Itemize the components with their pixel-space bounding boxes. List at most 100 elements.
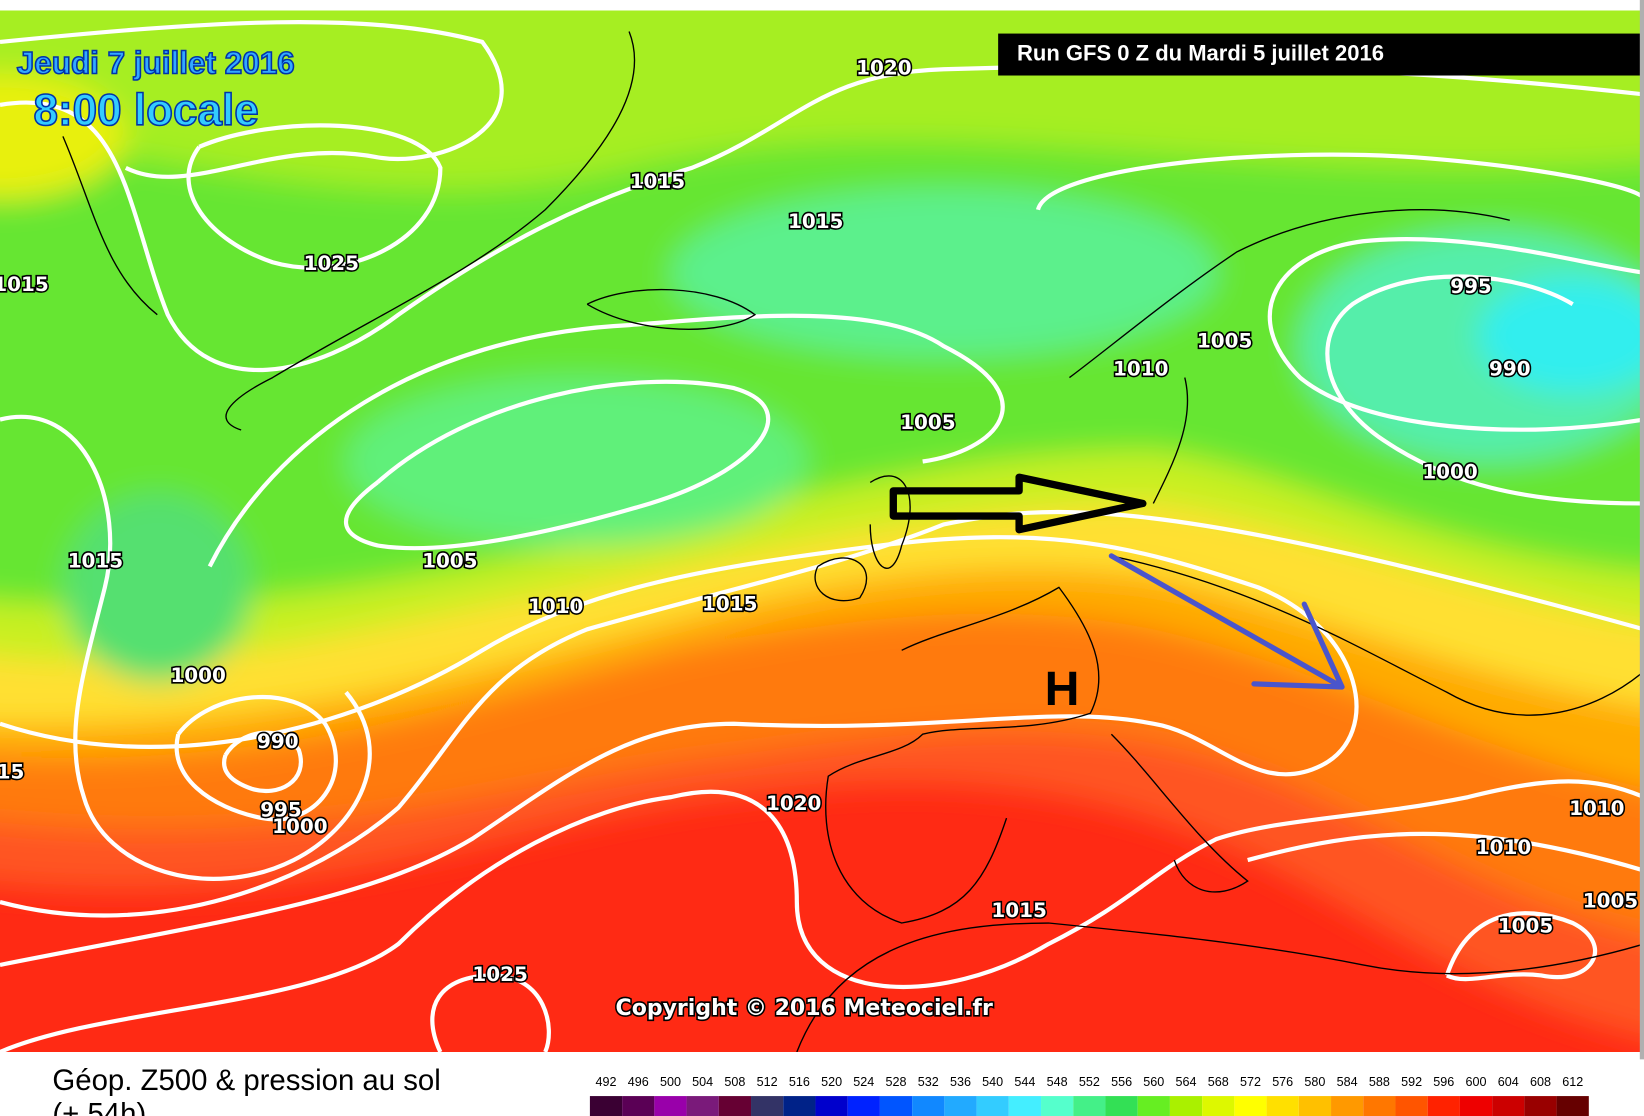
scale-tick-label: 564 bbox=[1176, 1075, 1197, 1089]
isobar-label: 990 bbox=[1489, 358, 1531, 381]
high-pressure-label: H bbox=[1045, 662, 1080, 716]
scale-tick-label: 568 bbox=[1208, 1075, 1229, 1089]
isobar-label: 1005 bbox=[422, 550, 477, 573]
scale-swatch bbox=[654, 1096, 687, 1116]
copyright: Copyright © 2016 Meteociel.fr bbox=[616, 996, 993, 1021]
scale-tick-label: 528 bbox=[886, 1075, 907, 1089]
flow-arrows bbox=[889, 473, 1345, 690]
scale-tick-label: 508 bbox=[724, 1075, 745, 1089]
scale-swatch bbox=[944, 1096, 977, 1116]
run-info: Run GFS 0 Z du Mardi 5 juillet 2016 bbox=[1017, 40, 1384, 65]
scale-tick-label: 596 bbox=[1433, 1075, 1454, 1089]
isobars bbox=[0, 20, 1641, 1053]
scale-swatch bbox=[1073, 1096, 1106, 1116]
isobar-label: 1015 bbox=[0, 273, 49, 296]
scale-tick-label: 580 bbox=[1304, 1075, 1325, 1089]
isobar-label: 1000 bbox=[272, 815, 327, 838]
isobar-label: 1015 bbox=[788, 210, 843, 233]
scale-tick-label: 592 bbox=[1401, 1075, 1422, 1089]
scale-swatch bbox=[1266, 1096, 1299, 1116]
scale-tick-label: 496 bbox=[628, 1075, 649, 1089]
isobar-label: 1020 bbox=[856, 57, 911, 80]
isobar-label: 1000 bbox=[170, 664, 225, 687]
isobar-label: 990 bbox=[257, 730, 299, 753]
scale-tick-label: 600 bbox=[1466, 1075, 1487, 1089]
border bbox=[1639, 0, 1644, 1060]
scale-swatch bbox=[1105, 1096, 1138, 1116]
scale-swatch bbox=[1202, 1096, 1235, 1116]
scale-swatch bbox=[1137, 1096, 1170, 1116]
scale-tick-label: 584 bbox=[1337, 1075, 1358, 1089]
scale-tick-label: 548 bbox=[1047, 1075, 1068, 1089]
isobar-label: 1005 bbox=[1583, 890, 1638, 913]
scale-tick-label: 544 bbox=[1014, 1075, 1035, 1089]
scale-tick-label: 516 bbox=[789, 1075, 810, 1089]
scale-tick-label: 492 bbox=[596, 1075, 617, 1089]
scale-swatch bbox=[1427, 1096, 1460, 1116]
scale-tick-label: 588 bbox=[1369, 1075, 1390, 1089]
scale-tick-label: 504 bbox=[692, 1075, 713, 1089]
scale-swatch bbox=[718, 1096, 752, 1116]
scale-tick-label: 612 bbox=[1562, 1075, 1583, 1089]
isobar-label: 15 bbox=[0, 761, 24, 784]
scale-swatch bbox=[1524, 1096, 1557, 1116]
scale-swatch bbox=[1459, 1096, 1493, 1116]
isobar-labels: 1020 1015 1015 1025 1015 995 1005 1010 990 1005 10… bbox=[0, 55, 1640, 987]
scale-tick-label: 520 bbox=[821, 1075, 842, 1089]
scale-tick-label: 572 bbox=[1240, 1075, 1261, 1089]
scale-tick-label: 540 bbox=[982, 1075, 1003, 1089]
scale-swatch bbox=[1041, 1096, 1074, 1116]
scale-swatch bbox=[1169, 1096, 1203, 1116]
isobar-label: 995 bbox=[260, 798, 302, 821]
scale-swatch bbox=[589, 1096, 623, 1116]
scale-swatch bbox=[1492, 1096, 1525, 1116]
forecast-date: Jeudi 7 juillet 2016 bbox=[17, 45, 295, 80]
scale-swatch bbox=[1234, 1096, 1267, 1116]
scale-swatch bbox=[912, 1096, 945, 1116]
isobar-label: 1015 bbox=[702, 593, 757, 616]
scale-tick-label: 524 bbox=[853, 1075, 874, 1089]
scale-tick-label: 560 bbox=[1143, 1075, 1164, 1089]
isobar-label: 1015 bbox=[991, 899, 1046, 922]
map-field: 1020 1015 1015 1025 1015 995 1005 1010 990 1005 10… bbox=[0, 10, 1641, 1053]
scale-swatch bbox=[1298, 1096, 1332, 1116]
run-banner bbox=[998, 33, 1641, 76]
isobar-label: 1000 bbox=[1422, 461, 1477, 484]
scale-tick-label: 536 bbox=[950, 1075, 971, 1089]
scale-tick-label: 532 bbox=[918, 1075, 939, 1089]
isobar-label: 1025 bbox=[304, 252, 359, 275]
scale-swatch bbox=[622, 1096, 655, 1116]
isobar-label: 1010 bbox=[528, 595, 583, 618]
scale-swatch bbox=[815, 1096, 848, 1116]
isobar-label: 1025 bbox=[472, 963, 527, 986]
scale-tick-label: 576 bbox=[1272, 1075, 1293, 1089]
scale-swatch bbox=[751, 1096, 784, 1116]
scale-tick-label: 608 bbox=[1530, 1075, 1551, 1089]
isobar-label: 1020 bbox=[766, 792, 821, 815]
isobar-label: 1005 bbox=[1498, 915, 1553, 938]
scale-swatch bbox=[847, 1096, 880, 1116]
isobar-label: 1010 bbox=[1476, 836, 1531, 859]
legend-subtitle: (+ 54h) bbox=[52, 1098, 146, 1116]
scale-swatch bbox=[1331, 1096, 1364, 1116]
scale-swatch bbox=[1363, 1096, 1396, 1116]
scale-tick-label: 512 bbox=[757, 1075, 778, 1089]
isobar-label: 1010 bbox=[1569, 797, 1624, 820]
scale-swatch bbox=[976, 1096, 1009, 1116]
isobar-label: 1010 bbox=[1113, 358, 1168, 381]
color-scale: 492 496 500 504 508 512 516 520 524 528 532 536 540 5… bbox=[589, 1075, 1589, 1116]
scale-swatch bbox=[879, 1096, 913, 1116]
isobar-label: 1015 bbox=[68, 550, 123, 573]
scale-tick-label: 604 bbox=[1498, 1075, 1519, 1089]
legend-title: Géop. Z500 & pression au sol bbox=[52, 1064, 440, 1097]
scale-swatch bbox=[1008, 1096, 1042, 1116]
scale-tick-label: 552 bbox=[1079, 1075, 1100, 1089]
scale-swatch bbox=[1556, 1096, 1589, 1116]
isobar-label: 995 bbox=[1450, 275, 1492, 298]
isobar-label: 1005 bbox=[1197, 329, 1252, 352]
scale-swatch bbox=[1395, 1096, 1428, 1116]
isobar-label: 1015 bbox=[630, 170, 685, 193]
scale-tick-label: 500 bbox=[660, 1075, 681, 1089]
